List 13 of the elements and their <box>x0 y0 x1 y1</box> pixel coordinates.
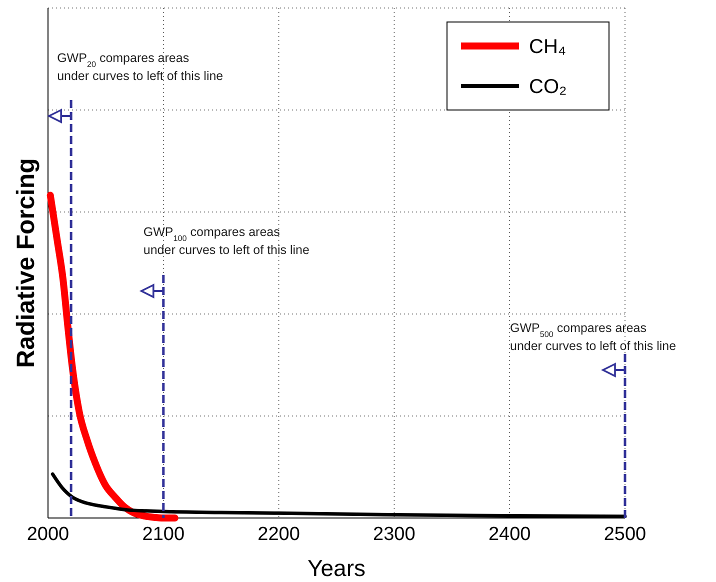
x-tick-label: 2300 <box>373 524 416 545</box>
x-tick-label: 2500 <box>604 524 646 545</box>
x-tick-label: 2000 <box>26 524 70 545</box>
legend-label: CO₂ <box>529 76 567 98</box>
legend-label: CH₄ <box>529 36 566 58</box>
x-tick-label: 2200 <box>258 524 300 545</box>
x-tick-label: 2100 <box>142 524 185 545</box>
ref-line-label: GWP$_{20}$ compares areas under curves to left of this line <box>57 51 224 83</box>
x-axis-title: Years <box>308 555 366 581</box>
ref-line-label: GWP$_{500}$ compares areas under curves to left of this line <box>510 321 676 353</box>
ref-line-label: GWP$_{100}$ compares areas under curves to left of this line <box>143 225 310 257</box>
x-tick-label: 2400 <box>488 524 531 545</box>
y-axis-title: Radiative Forcing <box>12 158 40 368</box>
